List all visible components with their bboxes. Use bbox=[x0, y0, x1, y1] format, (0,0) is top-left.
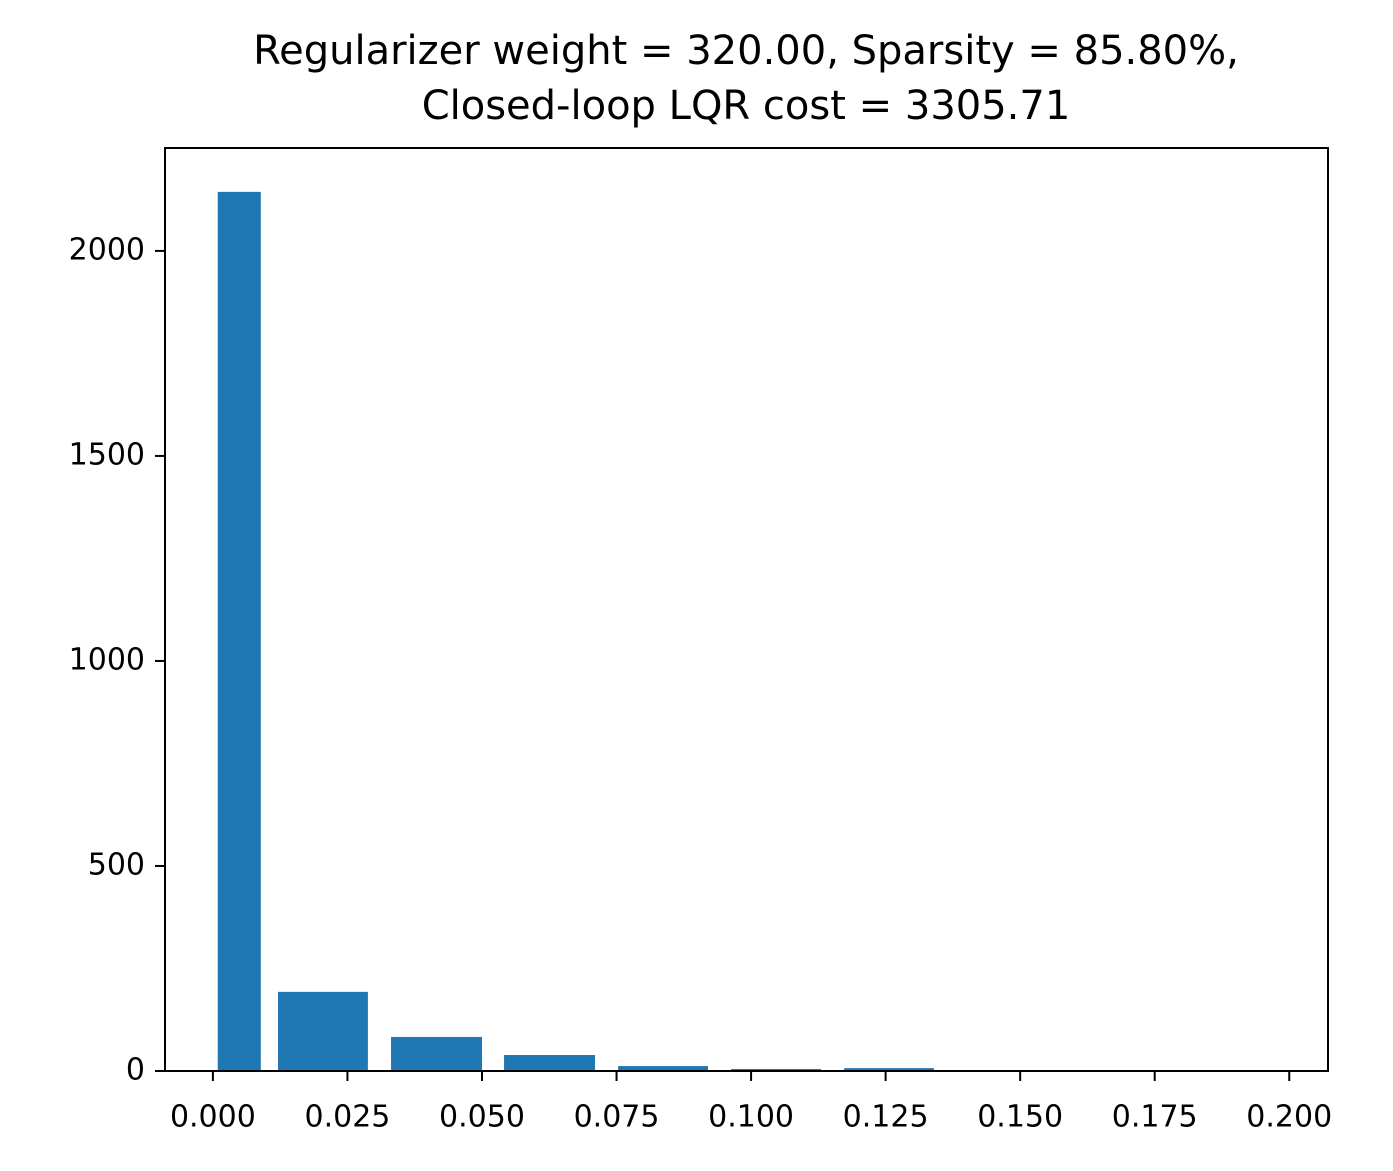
bar bbox=[217, 191, 261, 1072]
x-tick-label: 0.125 bbox=[843, 1100, 929, 1135]
x-tick-label: 0.075 bbox=[574, 1100, 660, 1135]
plot-frame bbox=[164, 147, 1329, 1072]
bar bbox=[278, 991, 368, 1071]
bar bbox=[391, 1036, 482, 1071]
y-tick-label: 500 bbox=[88, 847, 145, 882]
chart-title: Regularizer weight = 320.00, Sparsity = … bbox=[253, 28, 1239, 74]
bar bbox=[618, 1066, 709, 1071]
x-tick-label: 0.000 bbox=[170, 1100, 256, 1135]
y-tick-label: 2000 bbox=[69, 232, 145, 267]
y-tick-label: 1500 bbox=[69, 437, 145, 472]
x-tick-label: 0.150 bbox=[977, 1100, 1063, 1135]
y-tick-label: 0 bbox=[126, 1053, 145, 1088]
y-tick-label: 1000 bbox=[69, 642, 145, 677]
chart-title: Closed-loop LQR cost = 3305.71 bbox=[422, 83, 1071, 129]
bar bbox=[731, 1068, 822, 1071]
x-tick-label: 0.200 bbox=[1246, 1100, 1332, 1135]
bar bbox=[504, 1055, 596, 1071]
bar bbox=[844, 1068, 935, 1071]
x-tick-label: 0.025 bbox=[304, 1100, 390, 1135]
x-tick-label: 0.175 bbox=[1112, 1100, 1198, 1135]
x-tick-label: 0.100 bbox=[708, 1100, 794, 1135]
x-tick-label: 0.050 bbox=[439, 1100, 525, 1135]
